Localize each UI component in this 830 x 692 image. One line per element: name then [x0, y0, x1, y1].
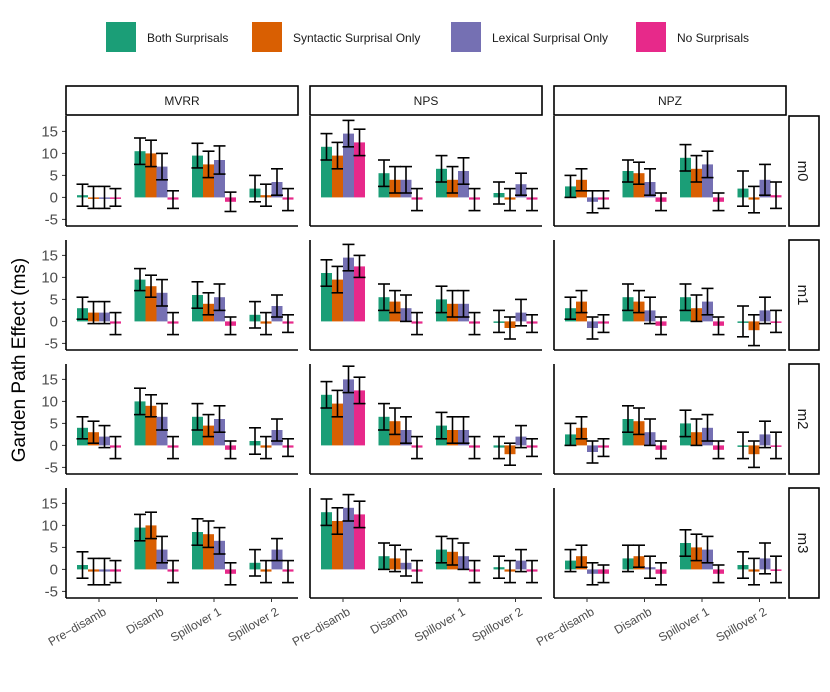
bar-m2-nps-cat1-s4 [354, 390, 365, 446]
bar-m3-mvrr-cat3-s2 [203, 534, 214, 570]
y-tick-label-m2-3: 10 [41, 393, 58, 410]
bar-m0-npz-cat3-s2 [691, 168, 702, 198]
panel-m1-mvrr [65, 240, 298, 351]
bar-m0-npz-cat2-s2 [633, 173, 645, 198]
bar-m0-mvrr-cat3-s3 [214, 160, 225, 198]
panel-m2-nps [309, 364, 542, 475]
bar-m3-nps-cat1-s3 [343, 507, 354, 570]
y-tick-label-m0-2: 5 [50, 167, 58, 184]
panel-m2-mvrr [65, 364, 298, 475]
y-tick-label-m3-3: 10 [41, 517, 58, 534]
bar-m0-mvrr-cat2-s1 [134, 151, 146, 198]
y-tick-label-m1-4: 15 [41, 247, 58, 264]
row-strip-label-m0: m0 [794, 161, 811, 182]
row-strip-m3 [788, 487, 820, 599]
y-tick-label-m3-1: 0 [50, 561, 58, 578]
panel-m3-npz [553, 488, 786, 599]
bar-m1-nps-cat1-s3 [343, 257, 354, 322]
bar-m2-mvrr-cat2-s3 [156, 416, 168, 446]
row-strip-m1 [788, 239, 820, 351]
y-tick-label-m3-0: -5 [45, 583, 58, 600]
bar-m0-npz-cat3-s3 [702, 164, 713, 198]
column-strip-nps [309, 85, 543, 116]
bar-m0-npz-cat2-s1 [622, 171, 634, 198]
y-axis-title: Garden Path Effect (ms) [9, 258, 30, 463]
bar-m0-npz-cat3-s1 [680, 157, 691, 198]
bar-m1-mvrr-cat2-s2 [145, 286, 157, 322]
bar-m2-nps-cat1-s2 [332, 403, 343, 446]
bar-m1-mvrr-cat2-s1 [134, 279, 146, 322]
y-tick-label-m0-0: -5 [45, 211, 58, 228]
bar-m2-mvrr-cat2-s2 [145, 405, 157, 446]
bar-m2-nps-cat2-s1 [378, 416, 390, 446]
panel-m0-npz [553, 116, 786, 227]
bar-m1-nps-cat1-s1 [321, 273, 332, 322]
panel-m0-nps [309, 116, 542, 227]
bar-m2-mvrr-cat3-s1 [192, 416, 203, 446]
column-strip-mvrr [65, 85, 299, 116]
y-tick-label-m1-0: -5 [45, 335, 58, 352]
bar-m2-mvrr-cat2-s1 [134, 401, 146, 446]
panel-m0-mvrr [65, 116, 298, 227]
y-tick-label-m0-1: 0 [50, 189, 58, 206]
row-strip-m2 [788, 363, 820, 475]
legend-swatch-1 [106, 22, 136, 52]
bar-m2-nps-cat1-s3 [343, 379, 354, 446]
bar-m0-nps-cat1-s2 [332, 155, 343, 198]
row-strip-label-m2: m2 [794, 409, 811, 430]
bar-m0-mvrr-cat2-s3 [156, 166, 168, 198]
bar-m0-mvrr-cat3-s1 [192, 155, 203, 198]
y-tick-label-m2-4: 15 [41, 371, 58, 388]
legend-label-3: Lexical Surprisal Only [492, 31, 608, 45]
row-strip-label-m1: m1 [794, 285, 811, 306]
legend-label-1: Both Surprisals [147, 31, 228, 45]
bar-m2-nps-cat1-s1 [321, 394, 332, 446]
bar-m3-nps-cat1-s1 [321, 512, 332, 570]
bar-m3-mvrr-cat3-s3 [214, 540, 225, 570]
bar-m1-nps-cat1-s4 [354, 266, 365, 322]
column-strip-label-npz: NPZ [658, 94, 682, 108]
legend-label-2: Syntactic Surprisal Only [293, 31, 420, 45]
panel-m1-npz [553, 240, 786, 351]
bar-m0-nps-cat1-s3 [343, 133, 354, 198]
bar-m3-mvrr-cat3-s1 [192, 532, 203, 570]
row-strip-m0 [788, 115, 820, 227]
panel-m1-nps [309, 240, 542, 351]
column-strip-label-mvrr: MVRR [164, 94, 200, 108]
legend-label-4: No Surprisals [677, 31, 749, 45]
row-strip-label-m3: m3 [794, 533, 811, 554]
bar-m1-nps-cat1-s2 [332, 279, 343, 322]
y-tick-label-m1-2: 5 [50, 291, 58, 308]
panel-m3-nps [309, 488, 542, 599]
bar-m3-nps-cat1-s2 [332, 521, 343, 570]
y-tick-label-m2-1: 0 [50, 437, 58, 454]
column-strip-label-nps: NPS [414, 94, 439, 108]
bar-m0-nps-cat1-s1 [321, 146, 332, 198]
bar-m0-nps-cat1-s4 [354, 142, 365, 198]
y-tick-label-m1-1: 0 [50, 313, 58, 330]
bar-m3-mvrr-cat2-s1 [134, 527, 146, 570]
bar-m1-mvrr-cat2-s3 [156, 292, 168, 322]
y-tick-label-m2-0: -5 [45, 459, 58, 476]
y-tick-label-m0-3: 10 [41, 145, 58, 162]
y-tick-label-m3-4: 15 [41, 495, 58, 512]
y-tick-label-m3-2: 5 [50, 539, 58, 556]
y-tick-label-m1-3: 10 [41, 269, 58, 286]
bar-m3-nps-cat1-s4 [354, 514, 365, 570]
legend-swatch-4 [636, 22, 666, 52]
bar-m0-mvrr-cat3-s2 [203, 164, 214, 198]
legend-swatch-2 [252, 22, 282, 52]
y-tick-label-m2-2: 5 [50, 415, 58, 432]
bar-m0-mvrr-cat2-s2 [145, 153, 157, 198]
y-tick-label-m0-4: 15 [41, 123, 58, 140]
panel-m2-npz [553, 364, 786, 475]
legend-swatch-3 [451, 22, 481, 52]
bar-m3-mvrr-cat2-s2 [145, 525, 157, 570]
bar-m0-nps-cat3-s1 [436, 168, 447, 198]
panel-m3-mvrr [65, 488, 298, 599]
column-strip-npz [553, 85, 787, 116]
